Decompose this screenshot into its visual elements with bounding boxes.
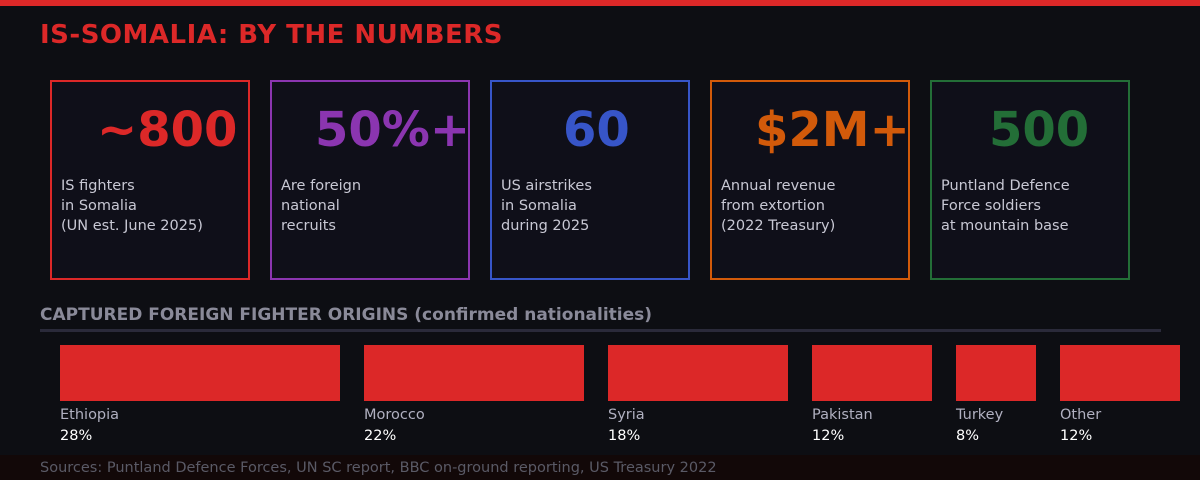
bar-value-label: 22% (364, 428, 397, 444)
bar-value-label: 18% (608, 428, 641, 444)
stat-description: IS fighters in Somalia (UN est. June 202… (61, 178, 203, 234)
stat-description: Annual revenue from extortion (2022 Trea… (721, 178, 836, 234)
sources-note: Sources: Puntland Defence Forces, UN SC … (40, 460, 717, 476)
bar-ethiopia (60, 345, 340, 401)
stat-card: 500 Puntland Defence Force soldiers at mo… (930, 80, 1130, 280)
stat-card: 50%+ Are foreign national recruits (270, 80, 470, 280)
stat-description: Are foreign national recruits (281, 178, 362, 234)
stat-card: 60 US airstrikes in Somalia during 2025 (490, 80, 690, 280)
bar-value-label: 12% (1060, 428, 1093, 444)
footer-band (0, 455, 1200, 480)
bar-label: Turkey (956, 407, 1004, 423)
top-accent-bar (0, 0, 1200, 6)
stat-card: ~800 IS fighters in Somalia (UN est. June… (50, 80, 250, 280)
bar-pakistan (812, 345, 932, 401)
bar-value-label: 8% (956, 428, 980, 444)
stat-value: $2M+ (755, 102, 910, 158)
stat-description: Puntland Defence Force soldiers at mount… (941, 178, 1070, 234)
section-divider (40, 329, 1161, 332)
bar-label: Ethiopia (60, 407, 120, 423)
bar-label: Syria (608, 407, 645, 423)
bar-turkey (956, 345, 1036, 401)
bar-other (1060, 345, 1180, 401)
bar-value-label: 28% (60, 428, 93, 444)
stat-value: 60 (563, 102, 630, 158)
page-title: IS-SOMALIA: BY THE NUMBERS (40, 20, 503, 50)
bar-value-label: 12% (812, 428, 845, 444)
stat-value: 50%+ (315, 102, 471, 158)
stat-card: $2M+ Annual revenue from extortion (2022 … (710, 80, 910, 280)
bar-label: Pakistan (812, 407, 873, 423)
stat-value: ~800 (97, 102, 238, 158)
section-title: CAPTURED FOREIGN FIGHTER ORIGINS (confir… (40, 305, 653, 325)
stat-value: 500 (989, 102, 1090, 158)
bar-syria (608, 345, 788, 401)
stat-description: US airstrikes in Somalia during 2025 (501, 178, 592, 234)
bar-morocco (364, 345, 584, 401)
bar-label: Morocco (364, 407, 425, 423)
bar-label: Other (1060, 407, 1102, 423)
